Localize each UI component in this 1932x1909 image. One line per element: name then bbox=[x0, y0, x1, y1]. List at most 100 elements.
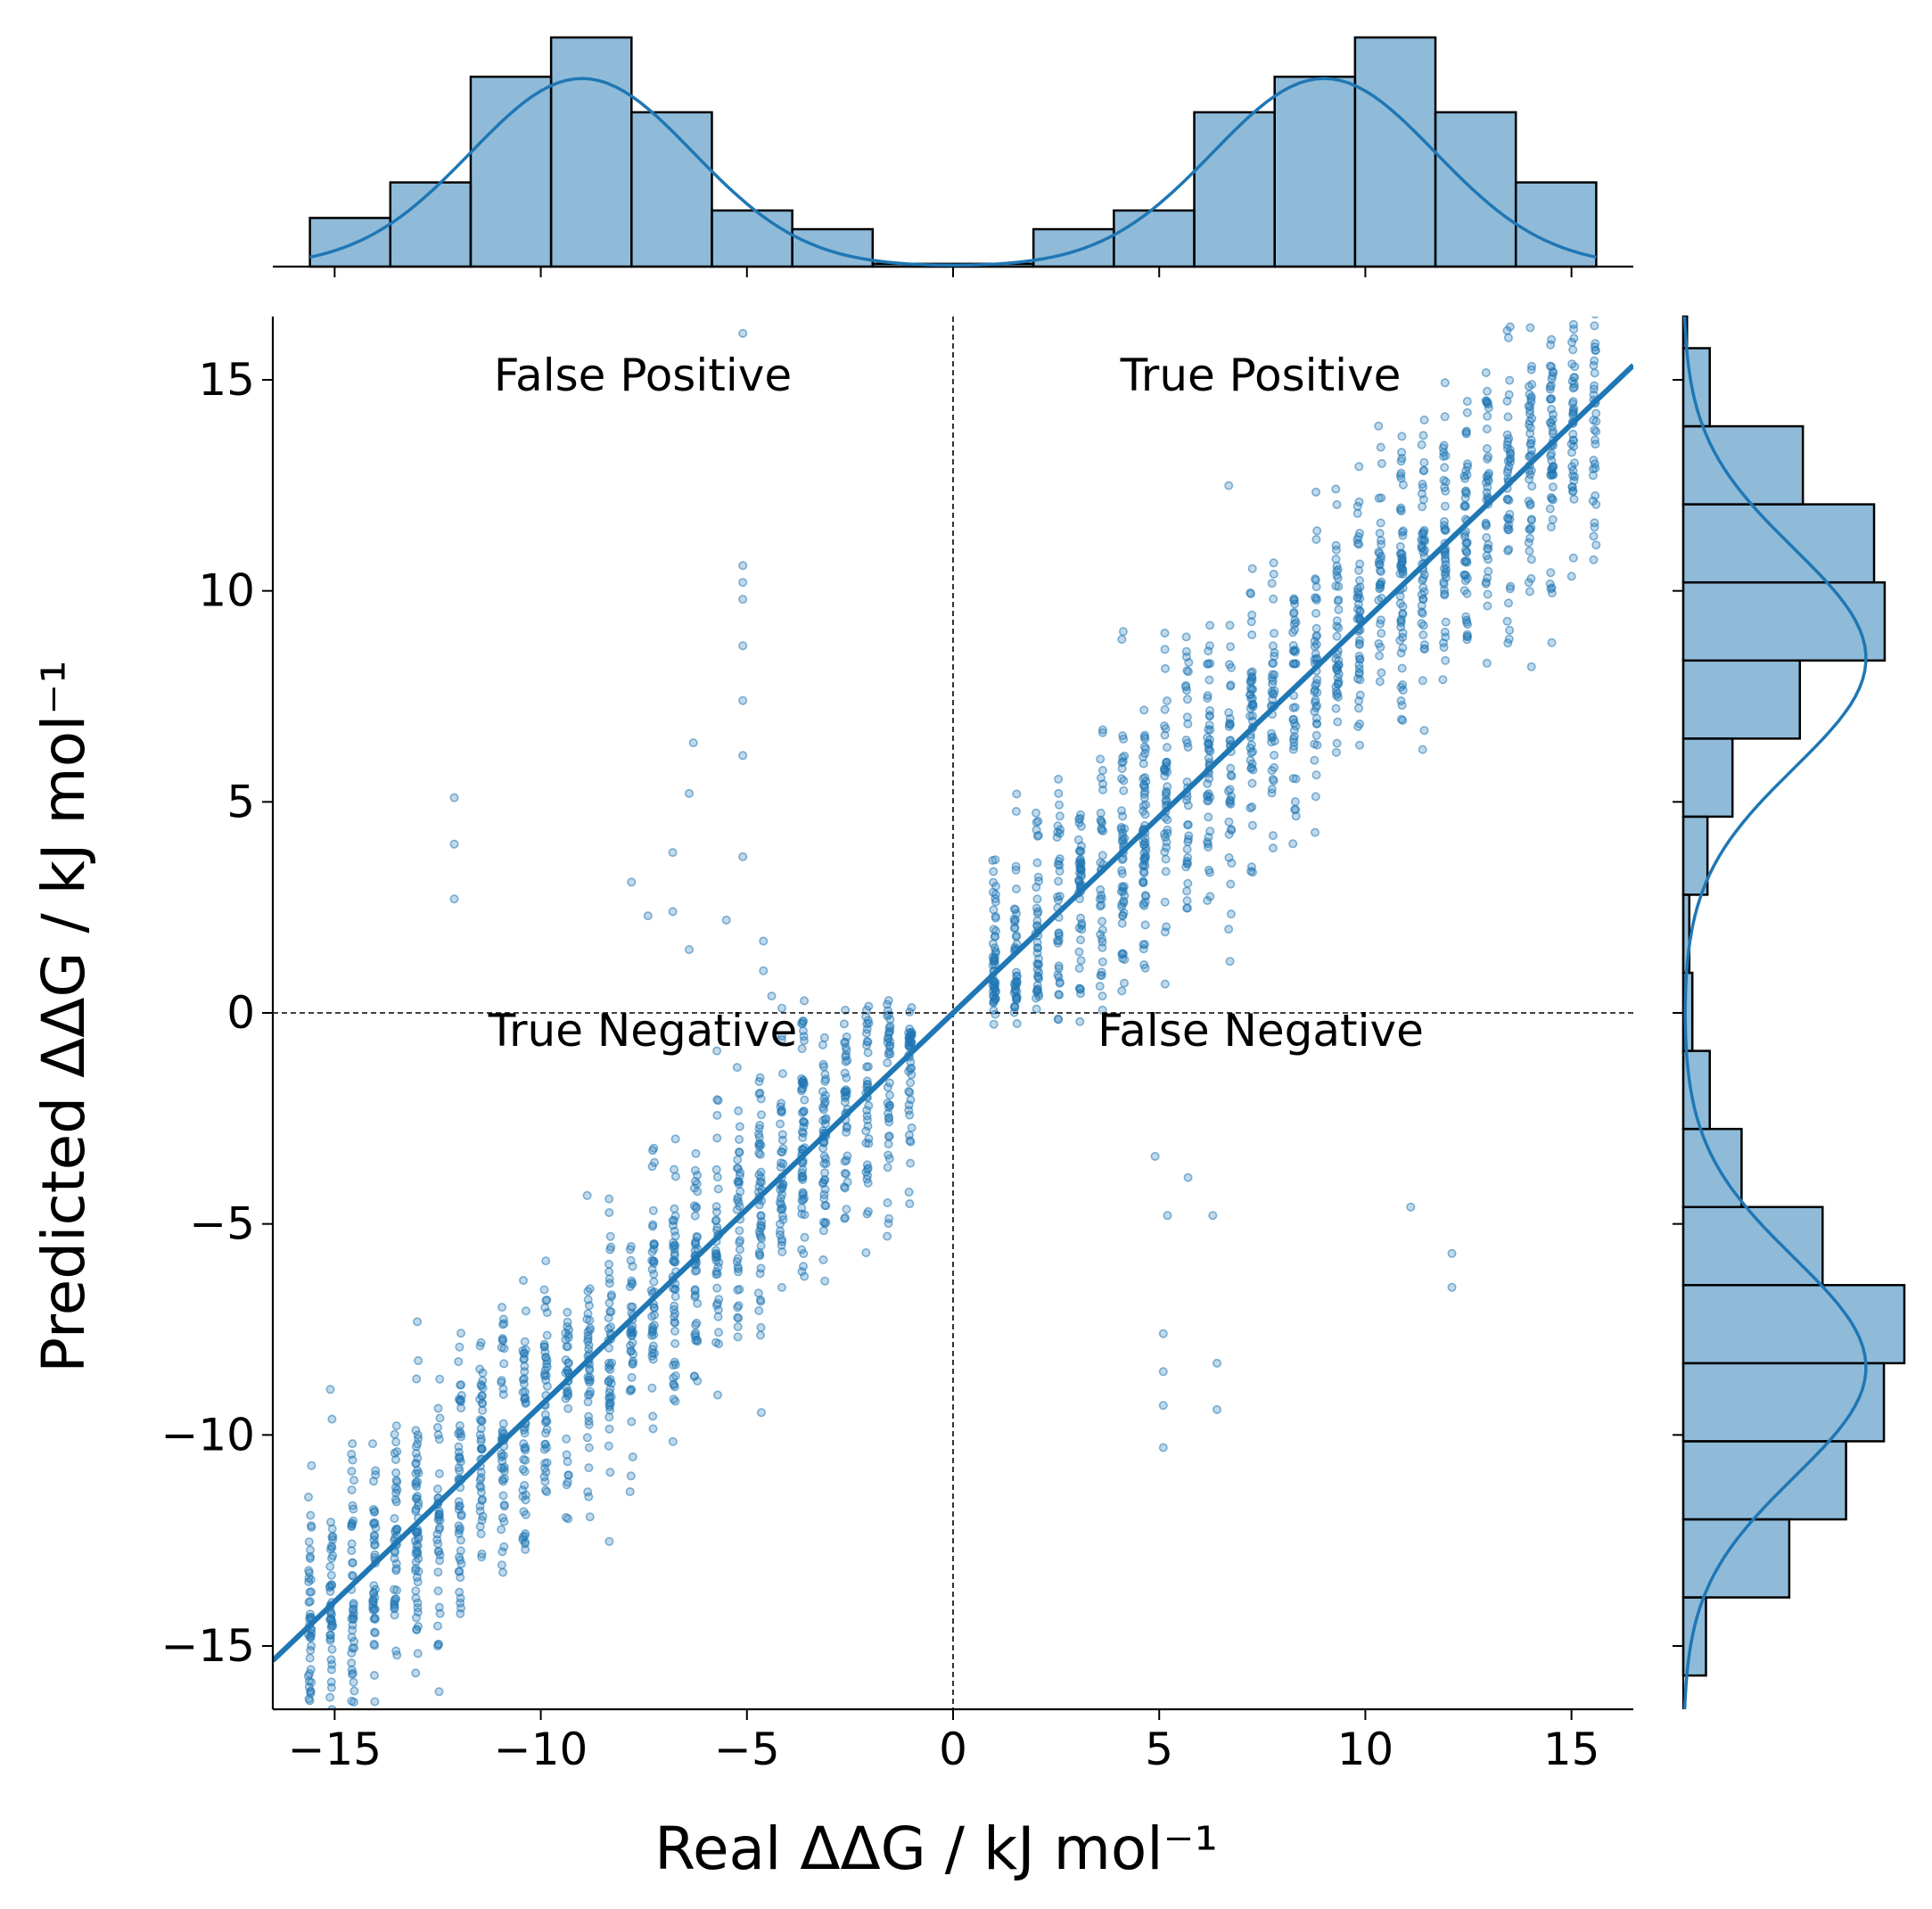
histogram-bar bbox=[711, 209, 793, 268]
data-point bbox=[454, 1357, 464, 1367]
data-point bbox=[670, 1244, 679, 1254]
data-point bbox=[563, 1307, 572, 1317]
data-point bbox=[840, 1214, 850, 1223]
data-point bbox=[539, 1472, 549, 1482]
data-point bbox=[411, 1586, 421, 1596]
data-point bbox=[670, 1292, 680, 1302]
data-point bbox=[303, 1493, 313, 1502]
data-point bbox=[885, 1041, 895, 1050]
data-point bbox=[1247, 820, 1257, 830]
data-point bbox=[1418, 676, 1427, 686]
data-point bbox=[1547, 362, 1557, 372]
data-point bbox=[1289, 596, 1299, 605]
data-point bbox=[628, 1360, 637, 1370]
data-point bbox=[649, 1244, 659, 1254]
data-point bbox=[820, 1184, 830, 1194]
data-point bbox=[863, 1048, 873, 1057]
data-point bbox=[1504, 598, 1514, 608]
data-point bbox=[327, 1644, 337, 1654]
data-point bbox=[1055, 811, 1065, 821]
data-point bbox=[733, 1254, 743, 1263]
data-point bbox=[626, 1471, 636, 1481]
data-point bbox=[1054, 774, 1064, 784]
data-point bbox=[1569, 404, 1579, 414]
data-point bbox=[604, 1274, 614, 1284]
data-point bbox=[1505, 584, 1515, 594]
data-point bbox=[1227, 859, 1237, 868]
data-point bbox=[1589, 416, 1599, 425]
data-point bbox=[712, 1390, 722, 1400]
data-point bbox=[1098, 765, 1107, 775]
data-point bbox=[1226, 879, 1236, 889]
data-point bbox=[391, 1564, 401, 1574]
data-point bbox=[1589, 555, 1599, 564]
data-point bbox=[1569, 494, 1579, 504]
data-point bbox=[1163, 1211, 1172, 1221]
data-point bbox=[1332, 631, 1342, 641]
data-point bbox=[497, 1513, 507, 1523]
data-point bbox=[519, 1425, 529, 1435]
data-point bbox=[391, 1421, 401, 1431]
data-point bbox=[328, 1535, 338, 1544]
data-point bbox=[1462, 588, 1472, 598]
data-point bbox=[1054, 876, 1064, 886]
data-point bbox=[1160, 730, 1170, 740]
data-point bbox=[734, 1177, 744, 1187]
data-point bbox=[732, 1063, 742, 1073]
data-point bbox=[497, 1525, 506, 1535]
data-point bbox=[520, 1387, 530, 1397]
data-point bbox=[1246, 862, 1256, 872]
data-point bbox=[1590, 321, 1599, 331]
data-point bbox=[904, 1187, 914, 1197]
data-point bbox=[1483, 454, 1492, 464]
data-point bbox=[1418, 594, 1428, 604]
data-point bbox=[1568, 486, 1578, 496]
data-point bbox=[412, 1625, 422, 1634]
data-point bbox=[585, 1323, 595, 1333]
y-tick-label: 5 bbox=[226, 776, 255, 827]
data-point bbox=[585, 1284, 595, 1294]
quadrant-labels: False Positive True Positive True Negati… bbox=[488, 350, 1424, 1057]
data-point bbox=[1096, 930, 1106, 940]
data-point bbox=[583, 1295, 593, 1304]
data-point bbox=[1291, 659, 1301, 669]
data-point bbox=[647, 1383, 657, 1393]
data-point bbox=[411, 1448, 421, 1458]
data-point bbox=[1352, 539, 1362, 548]
data-point bbox=[412, 1527, 422, 1537]
data-point bbox=[1482, 488, 1492, 498]
data-point bbox=[1591, 317, 1599, 319]
histogram-bar bbox=[1681, 1127, 1743, 1208]
data-point bbox=[1503, 494, 1513, 504]
data-point bbox=[1076, 984, 1086, 994]
data-point bbox=[391, 1476, 401, 1485]
data-point bbox=[1012, 967, 1022, 977]
data-point bbox=[628, 1337, 637, 1347]
data-point bbox=[1588, 464, 1598, 473]
data-point bbox=[1482, 658, 1492, 668]
data-point bbox=[542, 1356, 552, 1366]
data-point bbox=[521, 1306, 530, 1316]
data-point bbox=[1076, 846, 1086, 856]
data-point bbox=[627, 877, 637, 887]
data-point bbox=[1213, 1358, 1222, 1368]
data-point bbox=[798, 1026, 808, 1036]
data-point bbox=[349, 1637, 359, 1647]
data-point bbox=[1119, 786, 1129, 795]
data-point bbox=[1291, 804, 1301, 814]
data-point bbox=[1352, 613, 1362, 623]
data-point bbox=[1547, 448, 1557, 458]
data-point bbox=[1224, 481, 1234, 490]
data-point bbox=[1247, 759, 1257, 769]
data-point bbox=[991, 897, 1000, 907]
data-point bbox=[604, 1343, 613, 1353]
data-point bbox=[648, 1324, 658, 1334]
data-point bbox=[1139, 899, 1148, 909]
data-point bbox=[649, 1311, 659, 1321]
data-point bbox=[1095, 982, 1105, 992]
data-point bbox=[1331, 554, 1341, 564]
data-point bbox=[1352, 501, 1362, 511]
data-point bbox=[477, 1444, 487, 1454]
data-point bbox=[733, 1262, 743, 1271]
data-point bbox=[1247, 778, 1257, 788]
